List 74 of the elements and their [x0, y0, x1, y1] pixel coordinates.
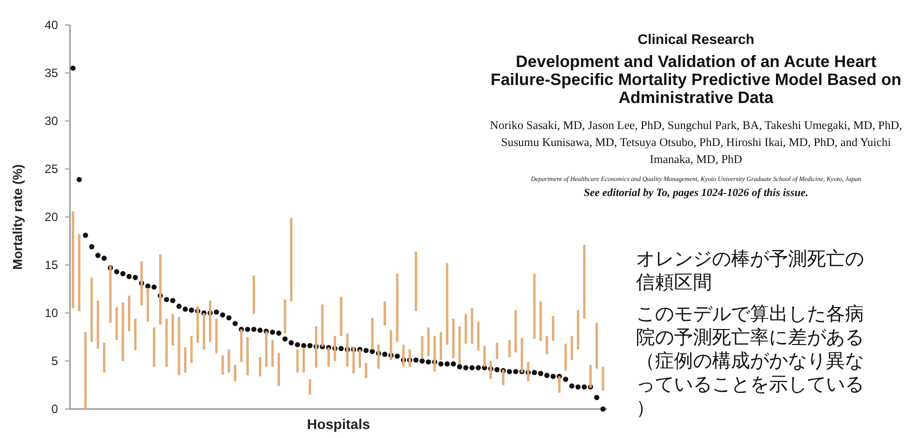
- bar: [364, 362, 368, 378]
- bar: [514, 310, 517, 352]
- bar: [258, 357, 262, 376]
- bar: [246, 337, 249, 376]
- bar: [128, 296, 130, 332]
- y-tick-label: 35: [44, 66, 58, 80]
- bar: [576, 310, 580, 350]
- bar: [470, 308, 474, 344]
- y-tick-label: 30: [44, 114, 58, 128]
- annotation: See editorial by To, pages 1024-1026 of this issue.: [584, 187, 808, 199]
- bar: [290, 218, 292, 302]
- bar: [408, 349, 411, 367]
- y-tick-label: 10: [44, 306, 58, 320]
- bar: [583, 244, 586, 319]
- bar: [221, 355, 224, 374]
- bar: [526, 362, 530, 382]
- annotation: Development and Validation of an Acute Heart Failure-Specific Mortality Predictive Model Based on Administrative Data: [490, 53, 902, 107]
- bar: [152, 327, 156, 367]
- y-tick-label: 0: [51, 402, 58, 416]
- bar: [340, 296, 342, 336]
- bar: [596, 322, 598, 369]
- bar: [122, 302, 124, 361]
- bar: [134, 318, 137, 350]
- bar: [446, 263, 448, 345]
- bar: [115, 307, 118, 340]
- bar: [278, 353, 280, 386]
- bar: [414, 252, 418, 312]
- x-axis-title: Hospitals: [306, 416, 370, 432]
- bar: [433, 336, 436, 372]
- bar: [96, 300, 100, 349]
- y-tick-label: 20: [44, 210, 58, 224]
- bar: [384, 301, 386, 326]
- bar: [546, 336, 548, 354]
- bar: [533, 274, 536, 339]
- y-tick-label: 25: [44, 162, 58, 176]
- bar: [396, 274, 398, 342]
- bar: [228, 349, 230, 373]
- y-axis-title: Mortality rate (%): [10, 164, 25, 270]
- bar: [159, 254, 162, 325]
- bar: [570, 336, 574, 360]
- bar: [308, 379, 312, 395]
- y-tick-label: 5: [51, 354, 58, 368]
- bar: [552, 316, 554, 341]
- bar: [90, 277, 93, 342]
- bar: [196, 306, 199, 343]
- bar: [464, 314, 468, 344]
- bar: [539, 301, 542, 341]
- bar: [502, 370, 504, 385]
- bar: [215, 318, 218, 354]
- bar: [477, 322, 480, 350]
- y-tick-label: 15: [44, 258, 58, 272]
- bar: [109, 266, 112, 323]
- bar: [314, 326, 318, 368]
- bar: [208, 300, 212, 342]
- bar: [234, 364, 236, 382]
- bar: [140, 261, 143, 306]
- bar: [346, 333, 349, 367]
- annotation: Noriko Sasaki, MD, Jason Lee, PhD, Sungchul Park, BA, Takeshi Umegaki, MD, PhD, Susumu Kunisawa, MD, Tetsuya Otsubo, PhD, Hiroshi Ikai, MD, PhD, and Yuichi Imanaka, MD, PhD: [490, 118, 902, 166]
- bar: [520, 338, 524, 373]
- bar: [184, 348, 186, 373]
- bar: [452, 318, 455, 358]
- bar: [427, 327, 430, 356]
- bar: [490, 361, 492, 380]
- bar: [352, 346, 355, 374]
- bar: [564, 344, 567, 371]
- bar: [334, 336, 336, 361]
- bar: [172, 314, 174, 346]
- bar: [252, 276, 256, 314]
- bar: [78, 234, 80, 312]
- text: このモデルで算出した各病院の予測死亡率に差がある（症例の構成がかなり異なっていることを示している）: [636, 304, 864, 419]
- text: オレンジの棒が予測死亡の信頼区間: [636, 248, 864, 294]
- bar: [102, 342, 106, 373]
- y-tick-label: 40: [44, 18, 58, 32]
- text: Clinical Research: [638, 31, 754, 47]
